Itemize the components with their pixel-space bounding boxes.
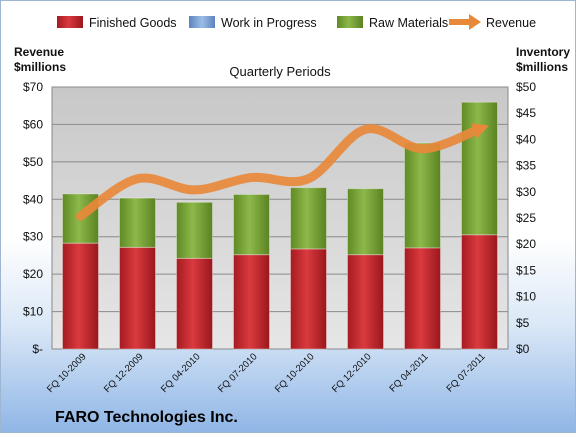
bar-finished-goods: [234, 255, 270, 349]
chart-title: Quarterly Periods: [229, 64, 331, 79]
right-axis-title-line2: $millions: [516, 60, 568, 74]
legend-label-raw-materials: Raw Materials: [369, 16, 448, 30]
x-tick-label: FQ 10-2010: [273, 351, 317, 395]
right-tick-label: $40: [516, 132, 536, 146]
right-tick-label: $25: [516, 211, 536, 225]
left-tick-label: $40: [23, 192, 43, 206]
legend-line-revenue: [449, 14, 481, 30]
legend-swatch-finished-goods: [57, 16, 83, 28]
left-tick-label: $60: [23, 117, 43, 131]
x-tick-label: FQ 04-2010: [159, 351, 203, 395]
right-tick-label: $35: [516, 159, 536, 173]
bar-raw-materials: [291, 188, 327, 249]
x-tick-label: FQ 10-2009: [45, 351, 89, 395]
bar-raw-materials: [177, 202, 213, 258]
bar-finished-goods: [177, 258, 213, 349]
left-tick-label: $10: [23, 305, 43, 319]
x-tick-label: FQ 04-2011: [387, 351, 430, 394]
left-tick-label: $30: [23, 230, 43, 244]
right-tick-label: $0: [516, 342, 530, 356]
left-axis-ticks: $- $10 $20 $30 $40 $50 $60 $70: [23, 80, 43, 356]
left-tick-label: $20: [23, 267, 43, 281]
right-axis-ticks: $0 $5 $10 $15 $20 $25 $30 $35 $40 $45 $50: [516, 80, 536, 356]
bar-finished-goods: [462, 235, 498, 349]
bar-raw-materials: [462, 102, 498, 235]
bar-finished-goods: [405, 248, 441, 349]
bar-finished-goods: [120, 247, 156, 349]
right-tick-label: $5: [516, 316, 530, 330]
legend-label-work-in-progress: Work in Progress: [221, 16, 317, 30]
bar-finished-goods: [63, 243, 99, 349]
company-name: FARO Technologies Inc.: [55, 409, 238, 426]
left-axis-title-line1: Revenue: [14, 45, 64, 59]
right-tick-label: $10: [516, 290, 536, 304]
right-axis-title-line1: Inventory: [516, 45, 570, 59]
legend-swatch-raw-materials: [337, 16, 363, 28]
left-tick-label: $70: [23, 80, 43, 94]
right-tick-label: $50: [516, 80, 536, 94]
legend: Finished Goods Work in Progress Raw Mate…: [57, 14, 536, 30]
bar-finished-goods: [291, 249, 327, 349]
x-tick-label: FQ 07-2011: [444, 351, 487, 394]
x-axis-labels: FQ 10-2009 FQ 12-2009 FQ 04-2010 FQ 07-2010…: [45, 351, 488, 395]
x-tick-label: FQ 12-2010: [330, 351, 374, 395]
legend-label-finished-goods: Finished Goods: [89, 16, 177, 30]
left-tick-label: $-: [32, 342, 43, 356]
right-tick-label: $20: [516, 237, 536, 251]
left-tick-label: $50: [23, 155, 43, 169]
x-tick-label: FQ 07-2010: [216, 351, 260, 395]
bar-raw-materials: [120, 198, 156, 247]
right-tick-label: $45: [516, 106, 536, 120]
legend-swatch-work-in-progress: [189, 16, 215, 28]
bar-raw-materials: [348, 189, 384, 255]
bar-raw-materials: [234, 194, 270, 254]
right-tick-label: $15: [516, 263, 536, 277]
x-tick-label: FQ 12-2009: [102, 351, 146, 395]
left-axis-title-line2: $millions: [14, 60, 66, 74]
bar-finished-goods: [348, 255, 384, 349]
legend-label-revenue: Revenue: [486, 16, 536, 30]
bar-raw-materials: [405, 143, 441, 248]
right-tick-label: $30: [516, 185, 536, 199]
